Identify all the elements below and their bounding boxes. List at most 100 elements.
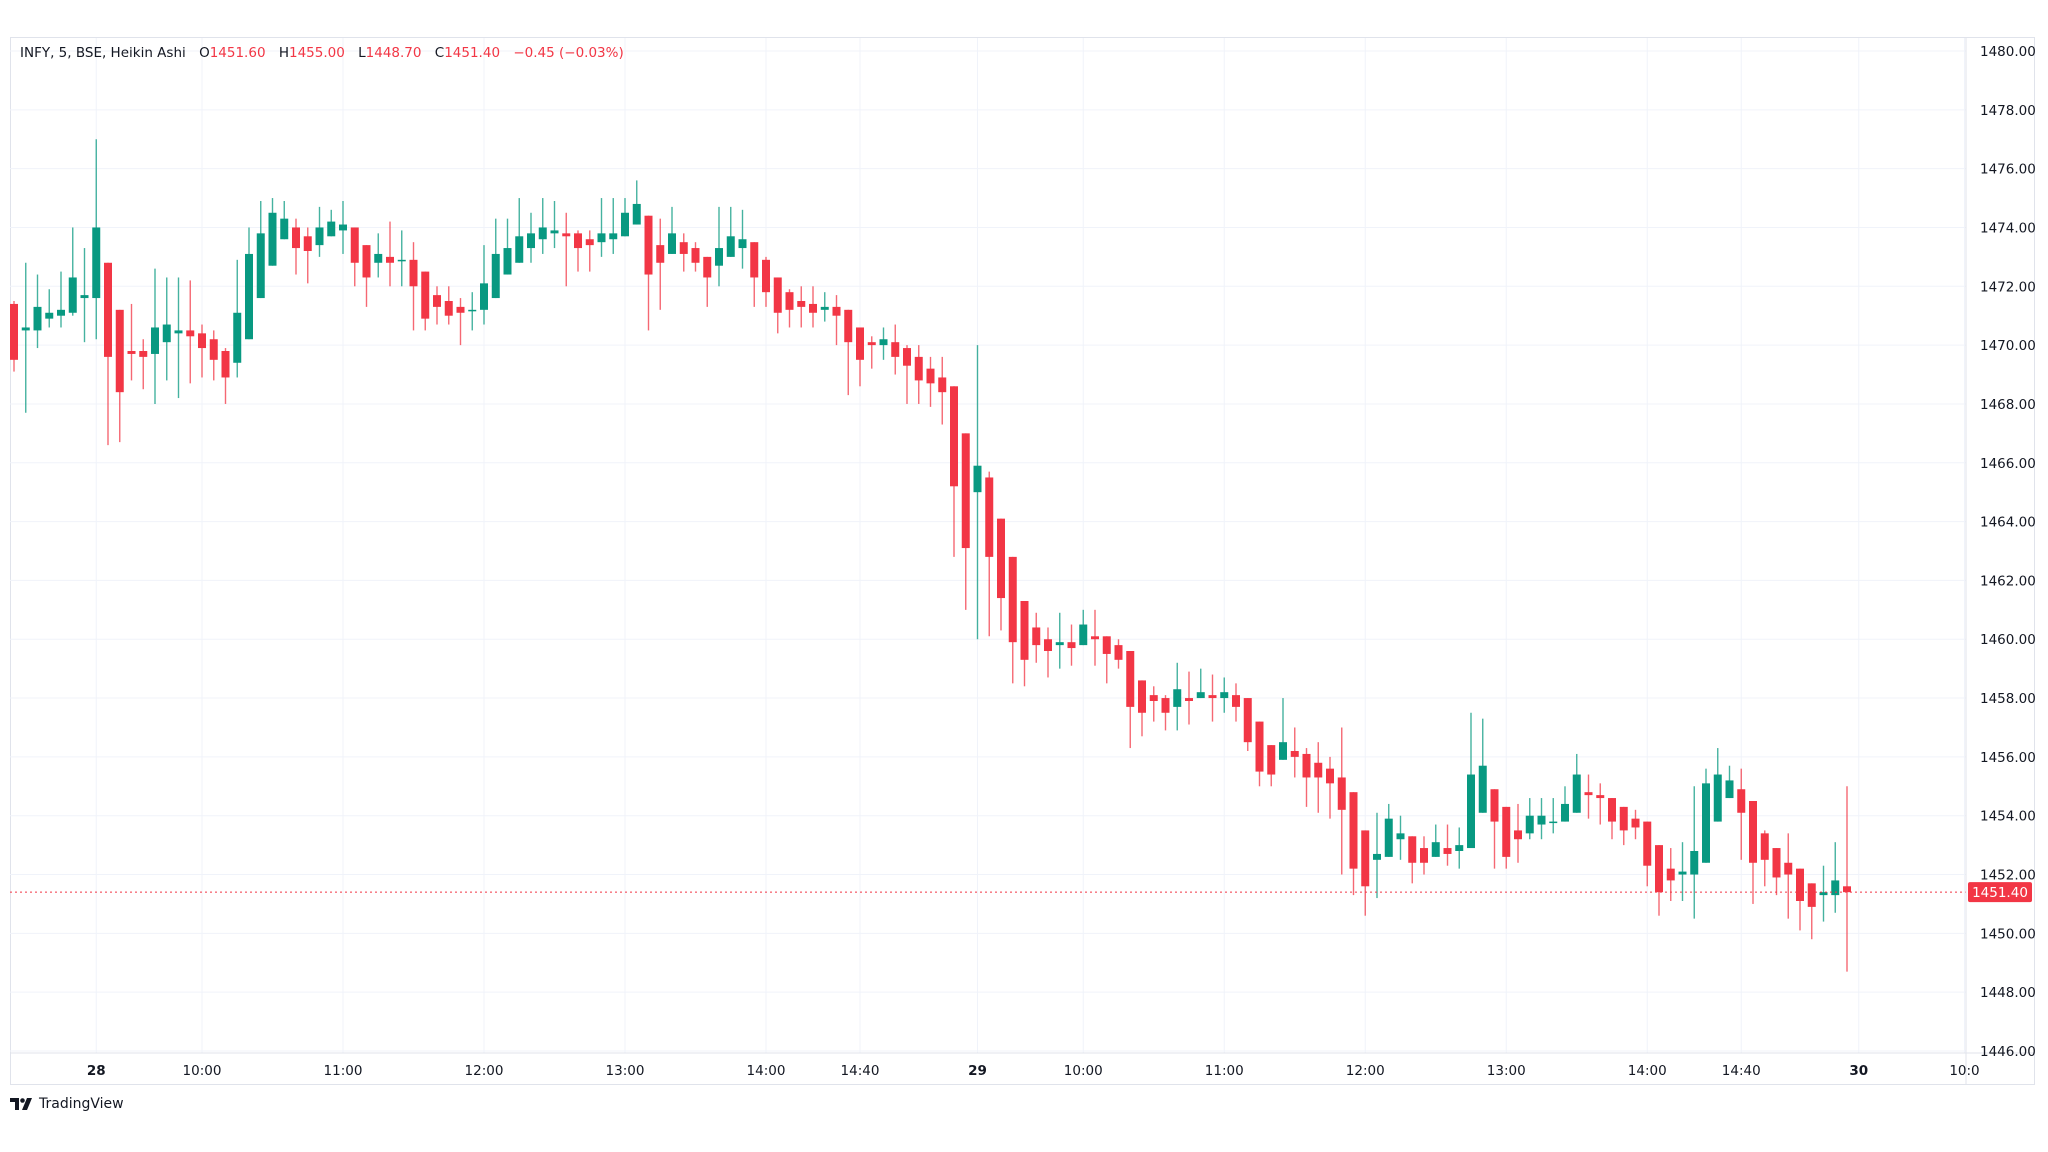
candle-body [644,215,653,275]
candle-body [1749,801,1757,863]
candle-up [1431,824,1440,857]
candle-down [104,262,112,446]
candle-up [632,180,641,225]
candle-up [1478,718,1487,813]
candle-body [1384,818,1393,857]
candle-down [1267,745,1276,787]
candle-down [1584,774,1593,819]
candle-down [773,277,782,334]
candle-down [938,356,947,425]
candle-body [1666,868,1675,881]
price-tick-label: 1454.00 [1980,809,2036,825]
candle-up [57,271,65,328]
candle-up [374,233,383,278]
candle-down [1290,727,1299,778]
candle-up [397,230,406,287]
candle-body [339,224,347,231]
candle-down [844,309,853,396]
candle-down [303,227,312,284]
candle-down [1349,792,1358,896]
candle-up [68,227,77,316]
time-tick-label: 10:0 [1949,1063,1979,1079]
candle-body [491,253,500,299]
candle-body [750,242,759,278]
candle-body [867,342,876,346]
candle-up [280,201,289,240]
candle-body [10,303,18,360]
candle-up [515,198,524,263]
candle-body [1032,627,1041,646]
candle-body [715,248,723,266]
candle-up [151,268,159,404]
candle-up [1055,612,1064,669]
candle-down [1208,674,1217,722]
candle-body [1784,862,1793,875]
candle-down [762,256,770,307]
candle-down [1796,868,1804,931]
candle-body [1678,871,1687,875]
candle-up [45,289,54,328]
candle-body [1643,821,1652,866]
candle-down [785,289,794,328]
candle-body [609,233,618,240]
candle-body [292,227,300,249]
candle-body [1702,783,1710,863]
low-value: 1448.70 [365,45,422,61]
candle-up [1819,865,1828,922]
candle-body [421,271,430,319]
candle-body [938,377,947,393]
symbol-legend: INFY, 5, BSE, Heikin Ashi O1451.60 H1455… [20,45,624,61]
time-tick-label: 11:00 [1205,1063,1244,1079]
candle-body [374,253,383,263]
candle-up [527,212,535,263]
candle-body [1420,848,1428,863]
candle-body [397,259,406,262]
candle-up [538,198,547,254]
candle-body [139,351,148,357]
last-price-label: 1451.40 [1972,885,2028,901]
candle-body [92,227,101,299]
candle-body [1055,642,1064,646]
candle-body [1102,636,1111,654]
candle-down [221,348,230,404]
price-axis[interactable]: 1480.00 1478.00 1476.00 1474.00 1472.00 1470.… [1968,44,2036,1060]
symbol-info[interactable]: INFY, 5, BSE, Heikin Ashi [20,45,186,61]
candle-body [1596,795,1605,799]
candle-down [1243,698,1252,751]
candle-down [421,271,430,331]
candle-body [914,356,923,381]
candle-body [1796,868,1804,901]
candle-body [1713,774,1722,822]
candle-body [209,339,218,360]
candle-down [656,218,665,310]
candle-up [1690,786,1699,919]
candle-down [292,218,300,275]
candle-body [1737,789,1746,813]
time-axis[interactable]: 28 10:00 11:00 12:00 13:00 14:00 14:40 29 10:00 1… [87,1063,1980,1079]
candle-up [1467,712,1475,849]
candle-body [280,218,289,240]
candle-down [997,518,1005,631]
price-tick-label: 1478.00 [1980,103,2036,119]
candle-down [1514,803,1522,863]
candles [10,139,1851,972]
candle-down [433,286,441,325]
candle-up [1678,842,1687,901]
time-tick-label: 10:00 [1064,1063,1103,1079]
candle-down [1666,848,1675,901]
candle-body [57,309,65,316]
candle-body [961,433,970,549]
candle-up [1725,765,1734,799]
candle-down [1737,768,1746,860]
candle-body [574,233,582,249]
tradingview-branding[interactable]: TradingView [10,1096,124,1112]
candle-up [597,198,606,257]
candle-down [585,230,594,272]
candle-body [785,292,794,310]
candle-down [1655,845,1663,916]
candle-body [1243,698,1252,743]
time-tick-label: 14:00 [747,1063,786,1079]
price-tick-label: 1462.00 [1980,573,2036,589]
price-tick-label: 1452.00 [1980,868,2036,884]
